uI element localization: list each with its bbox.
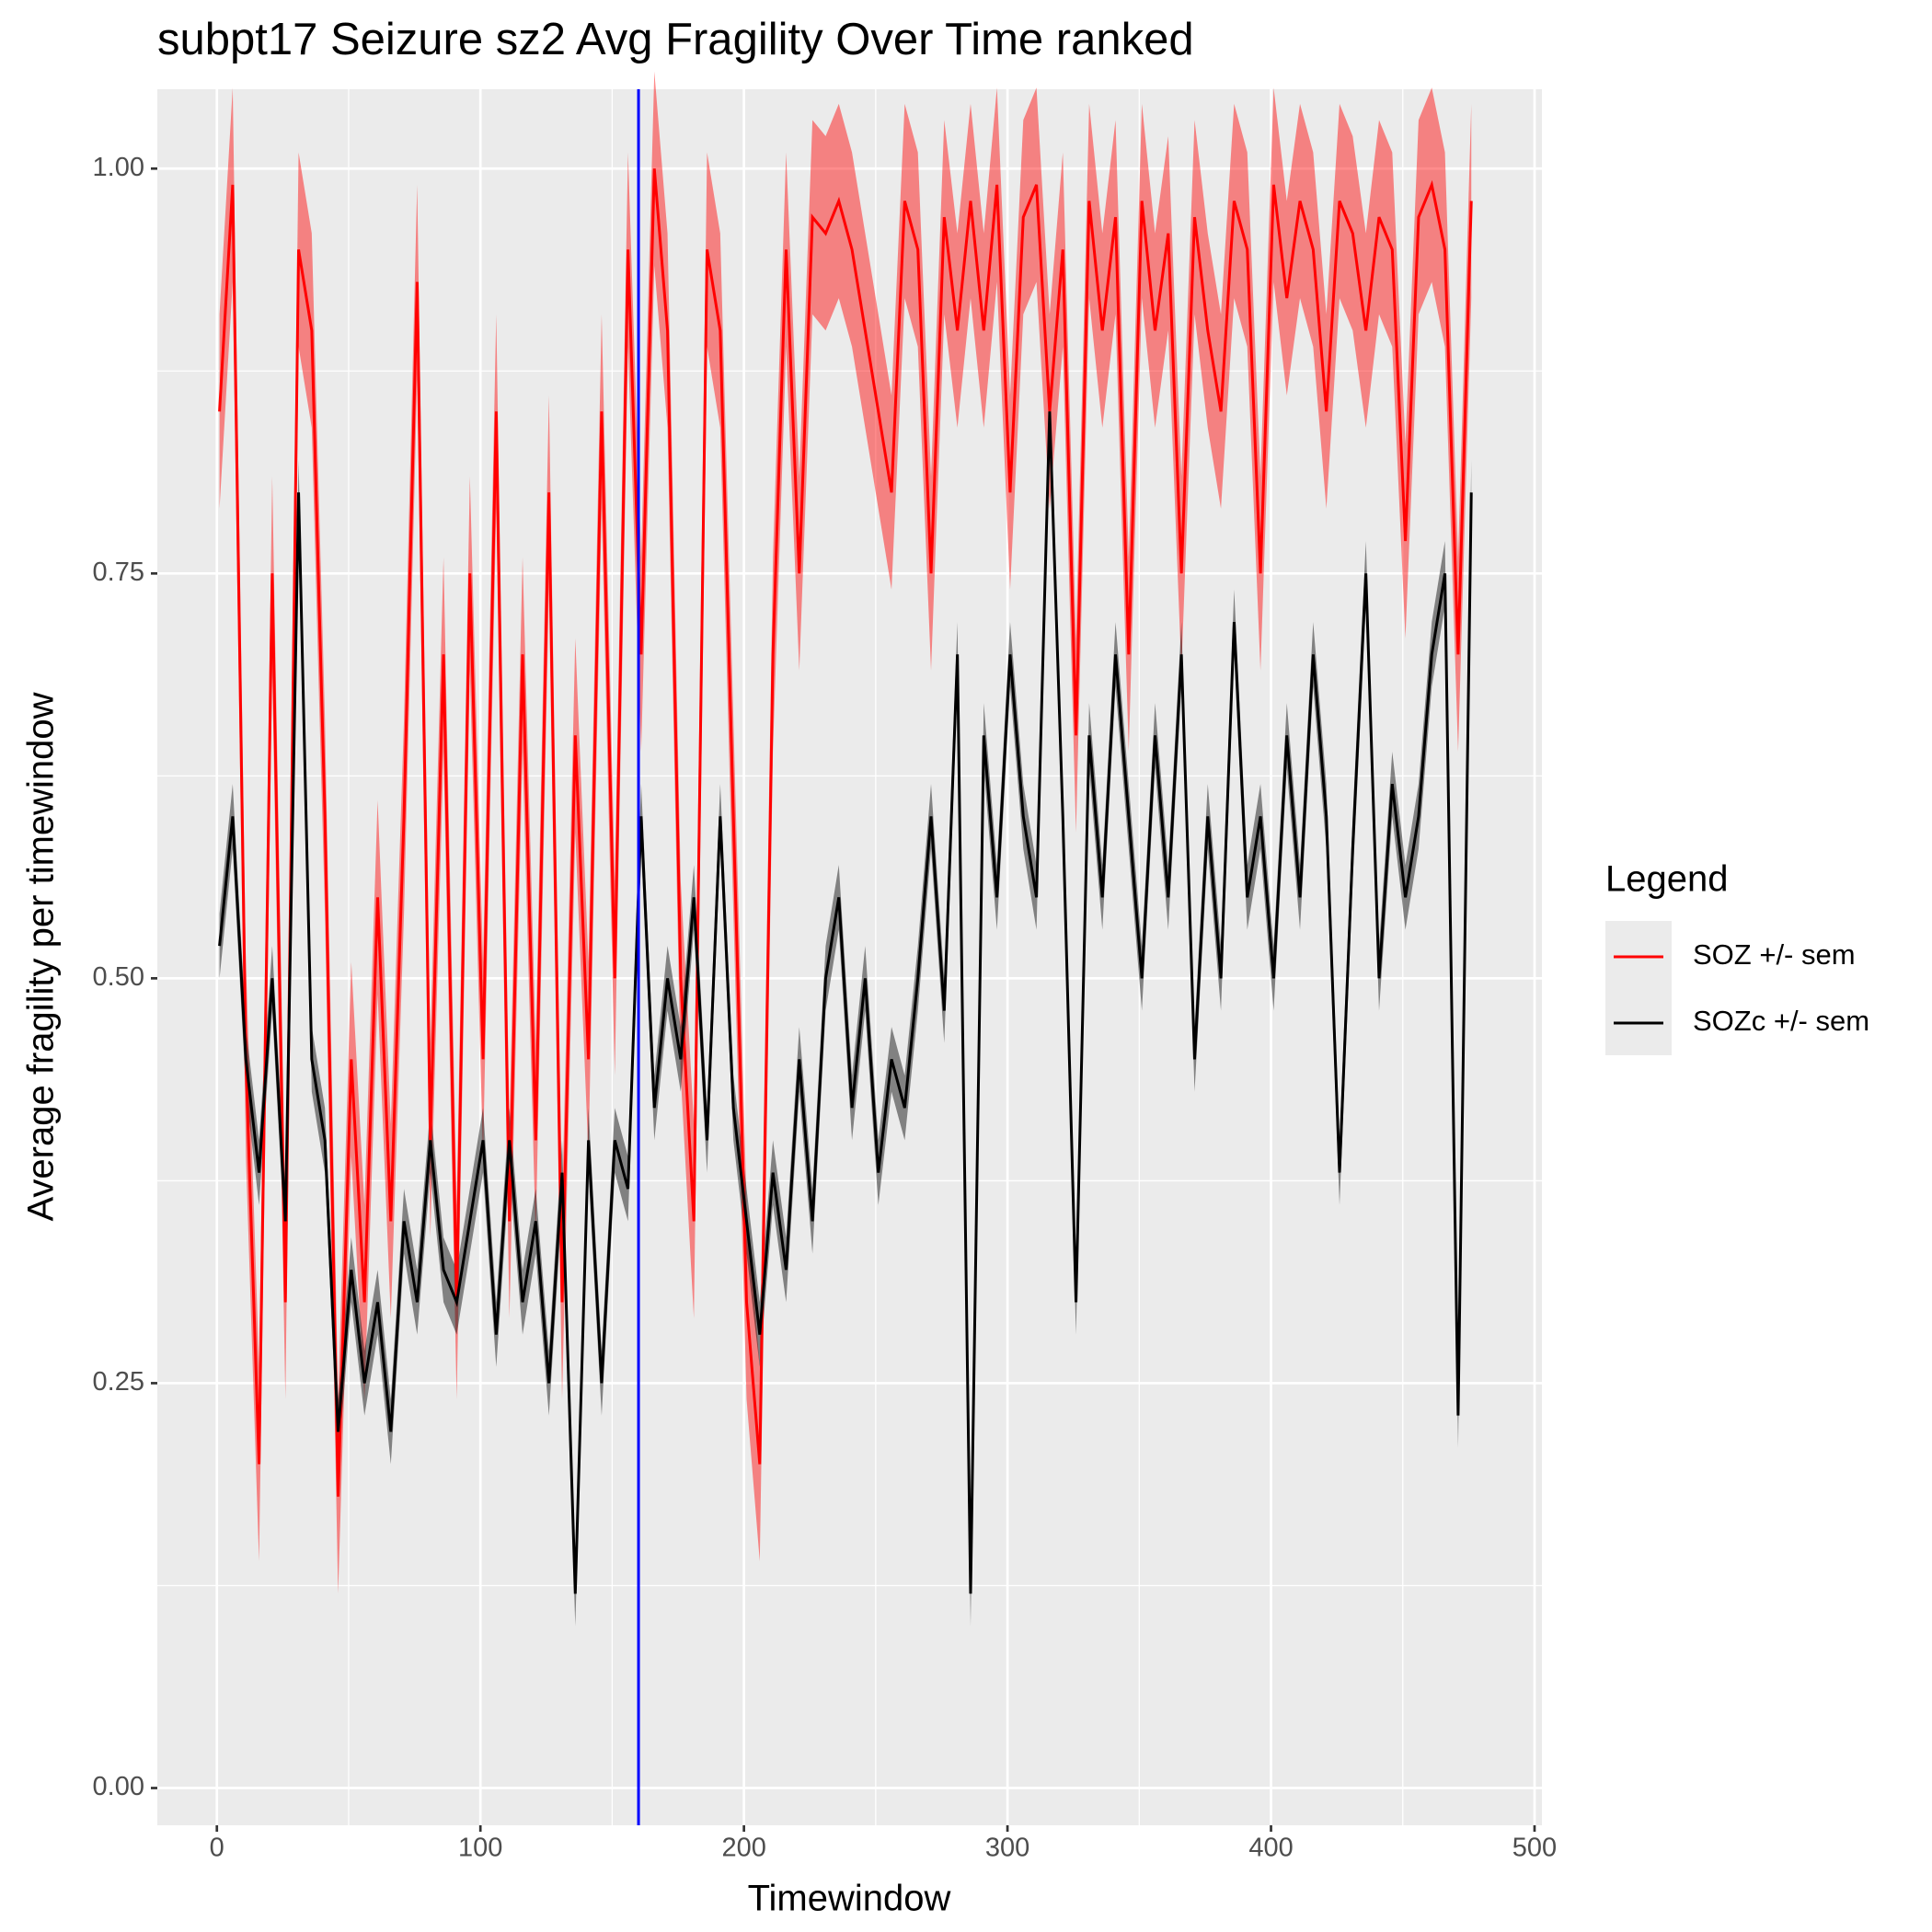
x-tick-label: 200	[721, 1834, 765, 1863]
x-tick-label: 0	[210, 1834, 224, 1863]
legend: SOZ +/- sem SOZc +/- sem	[1614, 938, 1869, 1037]
x-tick-label: 500	[1512, 1834, 1557, 1863]
x-axis-title: Timewindow	[748, 1879, 951, 1919]
y-tick-label: 0.00	[93, 1772, 144, 1801]
x-tick-label: 300	[985, 1834, 1029, 1863]
panel	[157, 89, 1542, 1825]
legend-label: SOZc +/- sem	[1693, 1005, 1869, 1037]
series-line	[218, 168, 1473, 1497]
y-tick-label: 0.25	[93, 1367, 144, 1397]
y-tick-label: 0.75	[93, 558, 144, 587]
y-tick-label: 0.50	[93, 962, 144, 992]
marks	[218, 71, 1473, 1825]
y-tick-label: 1.00	[93, 153, 144, 182]
x-tick-label: 100	[458, 1834, 502, 1863]
series-line	[218, 411, 1473, 1594]
y-axis-title: Average fragility per timewindow	[21, 692, 62, 1221]
legend-label: SOZ +/- sem	[1693, 938, 1856, 971]
chart-title: subpt17 Seizure sz2 Avg Fragility Over T…	[157, 15, 1194, 64]
x-tick-label: 400	[1248, 1834, 1293, 1863]
sem-ribbon	[219, 71, 1472, 1594]
legend-title: Legend	[1605, 859, 1728, 900]
legend-key-bg	[1605, 921, 1672, 1055]
